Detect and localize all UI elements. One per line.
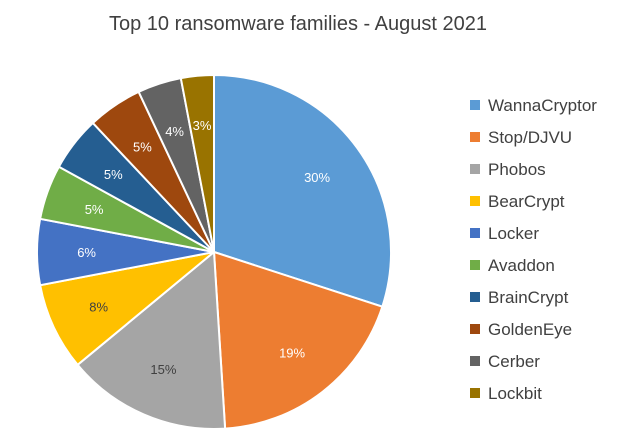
pie-slice-phobos xyxy=(76,249,227,430)
legend-label: BearCrypt xyxy=(488,192,565,211)
pie-slice-bearcrypt xyxy=(38,251,215,367)
data-label: 4% xyxy=(165,124,184,139)
legend-label: Avaddon xyxy=(488,256,555,275)
data-label: 6% xyxy=(77,245,96,260)
legend-swatch xyxy=(470,260,480,270)
legend-label: Lockbit xyxy=(488,384,542,403)
data-label: 5% xyxy=(133,140,152,155)
legend-swatch xyxy=(470,100,480,110)
legend-label: Phobos xyxy=(488,160,546,179)
legend-label: BrainCrypt xyxy=(488,288,569,307)
legend-swatch xyxy=(470,324,480,334)
legend-label: Cerber xyxy=(488,352,540,371)
legend-label: Locker xyxy=(488,224,539,243)
data-label: 5% xyxy=(85,202,104,217)
data-label: 19% xyxy=(279,346,305,361)
legend-swatch xyxy=(470,196,480,206)
pie-slice-lockbit xyxy=(179,73,215,253)
legend-swatch xyxy=(470,356,480,366)
legend-swatch xyxy=(470,164,480,174)
data-label: 30% xyxy=(304,170,330,185)
legend-label: Stop/DJVU xyxy=(488,128,572,147)
legend-label: GoldenEye xyxy=(488,320,572,339)
legend-swatch xyxy=(470,292,480,302)
legend: WannaCryptor Stop/DJVU Phobos BearCrypt Lock… xyxy=(470,96,597,403)
pie-slices xyxy=(36,73,392,430)
data-label: 5% xyxy=(104,167,123,182)
legend-swatch xyxy=(470,228,480,238)
data-label: 3% xyxy=(193,118,212,133)
data-label: 15% xyxy=(150,362,176,377)
pie-data-labels: 30% 19% 15% 8% 6% 5% 5% 5% 4% 3% xyxy=(77,118,330,377)
legend-label: WannaCryptor xyxy=(488,96,597,115)
pie-slice-stop-djvu xyxy=(212,250,384,430)
chart-title: Top 10 ransomware families - August 2021 xyxy=(109,13,487,35)
legend-swatch xyxy=(470,388,480,398)
legend-swatch xyxy=(470,132,480,142)
data-label: 8% xyxy=(89,299,108,314)
pie-slice-wannacryptor xyxy=(213,73,392,308)
